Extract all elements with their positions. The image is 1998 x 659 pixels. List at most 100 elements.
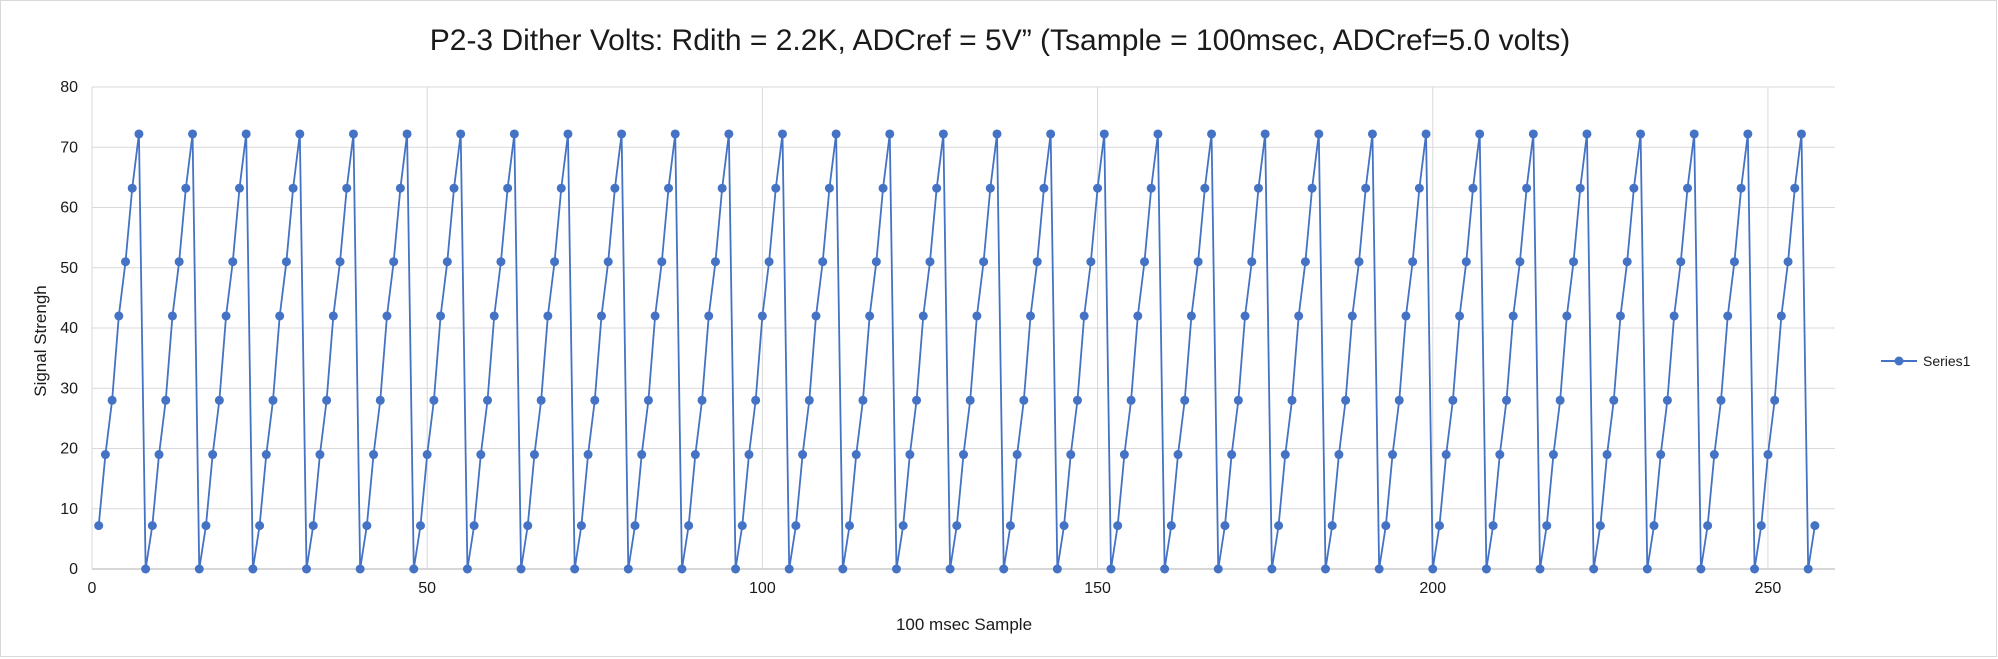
data-point	[114, 311, 124, 321]
data-point	[1589, 564, 1599, 574]
data-point	[1441, 450, 1451, 460]
data-point	[1428, 564, 1438, 574]
data-point	[932, 183, 942, 193]
data-point	[710, 257, 720, 267]
data-point	[1072, 395, 1082, 405]
series-layer	[94, 129, 1820, 574]
data-point	[302, 564, 312, 574]
data-point	[462, 564, 472, 574]
data-point	[811, 311, 821, 321]
data-point	[831, 129, 841, 139]
data-point	[295, 129, 305, 139]
data-point	[751, 395, 761, 405]
data-point	[999, 564, 1009, 574]
data-point	[1032, 257, 1042, 267]
data-point	[1743, 129, 1753, 139]
data-point	[1676, 257, 1686, 267]
data-point	[804, 395, 814, 405]
data-point	[181, 183, 191, 193]
data-point	[268, 395, 278, 405]
data-point	[637, 450, 647, 460]
data-point	[865, 311, 875, 321]
data-point	[1709, 450, 1719, 460]
data-point	[1099, 129, 1109, 139]
data-point	[985, 183, 995, 193]
data-point	[1495, 450, 1505, 460]
data-point	[596, 311, 606, 321]
data-point	[737, 521, 747, 531]
x-axis-title: 100 msec Sample	[896, 615, 1032, 634]
data-point	[1421, 129, 1431, 139]
data-point	[972, 311, 982, 321]
data-point	[1381, 521, 1391, 531]
data-point	[415, 521, 425, 531]
data-point	[1468, 183, 1478, 193]
data-point	[858, 395, 868, 405]
data-point	[1005, 521, 1015, 531]
data-point	[509, 129, 519, 139]
data-point	[348, 129, 358, 139]
data-point	[838, 564, 848, 574]
data-point	[1113, 521, 1123, 531]
data-point	[1609, 395, 1619, 405]
data-point	[1803, 564, 1813, 574]
y-axis-title: Signal Strengh	[31, 285, 50, 397]
data-point	[1334, 450, 1344, 460]
data-point	[1582, 129, 1592, 139]
data-point	[1026, 311, 1036, 321]
data-point	[791, 521, 801, 531]
data-point	[1515, 257, 1525, 267]
data-point	[134, 129, 144, 139]
data-point	[436, 311, 446, 321]
data-point	[1649, 521, 1659, 531]
data-point	[1481, 564, 1491, 574]
data-point	[1106, 564, 1116, 574]
data-point	[697, 395, 707, 405]
data-point	[979, 257, 989, 267]
data-point	[1602, 450, 1612, 460]
data-point	[1575, 183, 1585, 193]
data-point	[375, 395, 385, 405]
data-point	[442, 257, 452, 267]
data-point	[1770, 395, 1780, 405]
data-point	[469, 521, 479, 531]
x-tick-label: 250	[1755, 580, 1782, 597]
data-point	[369, 450, 379, 460]
data-point	[1662, 395, 1672, 405]
data-point	[1173, 450, 1183, 460]
data-point	[1166, 521, 1176, 531]
data-point	[1394, 395, 1404, 405]
data-point	[670, 129, 680, 139]
data-point	[1347, 311, 1357, 321]
data-point	[188, 129, 198, 139]
data-point	[1488, 521, 1498, 531]
data-point	[1790, 183, 1800, 193]
gridlines	[92, 86, 1835, 569]
data-point	[684, 521, 694, 531]
tick-labels: 0 10 20 30 40 50 60 70 80 0 50 100 150 200 250	[60, 79, 1781, 597]
data-point	[1783, 257, 1793, 267]
data-point	[476, 450, 486, 460]
data-point	[1461, 257, 1471, 267]
data-point	[1186, 311, 1196, 321]
data-point	[630, 521, 640, 531]
data-point	[1448, 395, 1458, 405]
data-point	[1776, 311, 1786, 321]
y-tick-label: 0	[69, 561, 78, 578]
data-point	[1388, 450, 1398, 460]
data-point	[1052, 564, 1062, 574]
data-point	[1723, 311, 1733, 321]
series-line	[97, 133, 1816, 570]
data-point	[127, 183, 137, 193]
data-point	[845, 521, 855, 531]
data-point	[1267, 564, 1277, 574]
data-point	[529, 450, 539, 460]
data-point	[871, 257, 881, 267]
data-point	[167, 311, 177, 321]
data-point	[731, 564, 741, 574]
y-tick-label: 30	[60, 380, 78, 397]
data-point	[603, 257, 613, 267]
data-point	[1341, 395, 1351, 405]
data-point	[724, 129, 734, 139]
data-point	[1066, 450, 1076, 460]
